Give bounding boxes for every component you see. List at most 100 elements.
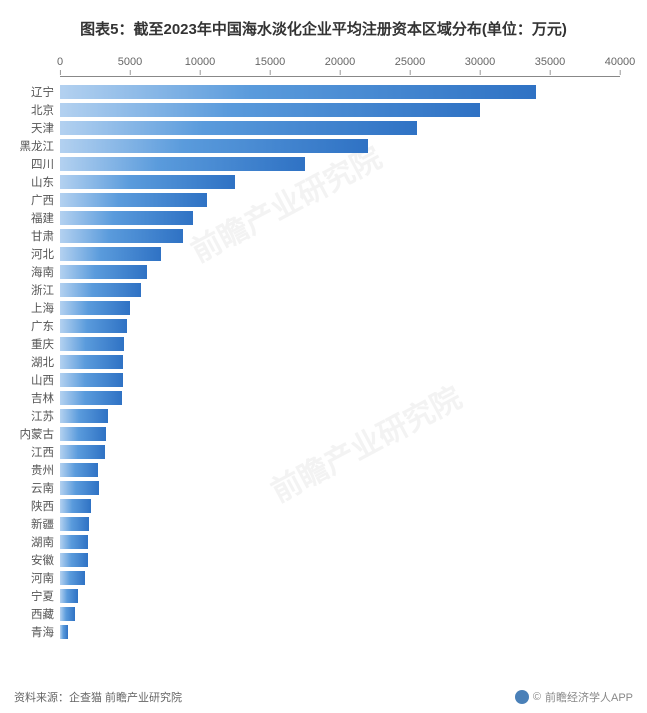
bar-row: 河南 — [60, 569, 620, 587]
x-axis-tick: 30000 — [465, 56, 496, 68]
bar — [60, 553, 88, 567]
bar — [60, 373, 123, 387]
bar — [60, 265, 147, 279]
x-axis-tick: 20000 — [325, 56, 356, 68]
bar-row: 湖北 — [60, 353, 620, 371]
category-label: 河南 — [31, 570, 54, 586]
bar — [60, 607, 75, 621]
bar-row: 四川 — [60, 155, 620, 173]
bar-row: 广西 — [60, 191, 620, 209]
source-text: 资料来源：企查猫 前瞻产业研究院 — [14, 689, 182, 705]
category-label: 四川 — [31, 156, 54, 172]
category-label: 吉林 — [31, 390, 54, 406]
bar-row: 安徽 — [60, 551, 620, 569]
bar — [60, 337, 124, 351]
category-label: 陕西 — [31, 498, 54, 514]
category-label: 浙江 — [31, 282, 54, 298]
bar — [60, 247, 161, 261]
bar — [60, 463, 98, 477]
category-label: 江苏 — [31, 408, 54, 424]
bar — [60, 391, 122, 405]
bar-row: 江苏 — [60, 407, 620, 425]
bar — [60, 157, 305, 171]
bar-row: 贵州 — [60, 461, 620, 479]
chart-title: 图表5：截至2023年中国海水淡化企业平均注册资本区域分布(单位：万元) — [0, 0, 647, 49]
bar-row: 山西 — [60, 371, 620, 389]
bar — [60, 427, 106, 441]
category-label: 贵州 — [31, 462, 54, 478]
x-axis-tick: 10000 — [185, 56, 216, 68]
bar — [60, 625, 68, 639]
bar — [60, 193, 207, 207]
category-label: 广东 — [31, 318, 54, 334]
bar — [60, 319, 127, 333]
category-label: 甘肃 — [31, 228, 54, 244]
category-label: 山西 — [31, 372, 54, 388]
bar-row: 辽宁 — [60, 83, 620, 101]
bar-row: 甘肃 — [60, 227, 620, 245]
copyright-text: ©前瞻经济学人APP — [515, 689, 633, 705]
bar-row: 河北 — [60, 245, 620, 263]
category-label: 广西 — [31, 192, 54, 208]
bar — [60, 409, 108, 423]
bar-row: 福建 — [60, 209, 620, 227]
bar — [60, 571, 85, 585]
bar-row: 黑龙江 — [60, 137, 620, 155]
x-axis-tick: 15000 — [255, 56, 286, 68]
category-label: 内蒙古 — [20, 426, 55, 442]
chart-footer: 资料来源：企查猫 前瞻产业研究院 ©前瞻经济学人APP — [14, 689, 633, 705]
bar-row: 北京 — [60, 101, 620, 119]
bar-row: 上海 — [60, 299, 620, 317]
bar-row: 新疆 — [60, 515, 620, 533]
category-label: 黑龙江 — [20, 138, 55, 154]
category-label: 西藏 — [31, 606, 54, 622]
bar — [60, 139, 368, 153]
category-label: 重庆 — [31, 336, 54, 352]
bar-row: 广东 — [60, 317, 620, 335]
bar-row: 内蒙古 — [60, 425, 620, 443]
bar — [60, 175, 235, 189]
category-label: 安徽 — [31, 552, 54, 568]
category-label: 江西 — [31, 444, 54, 460]
chart-plot-area: 辽宁北京天津黑龙江四川山东广西福建甘肃河北海南浙江上海广东重庆湖北山西吉林江苏内… — [60, 76, 620, 668]
bar-row: 宁夏 — [60, 587, 620, 605]
bar — [60, 121, 417, 135]
x-axis-tick: 40000 — [605, 56, 636, 68]
bar — [60, 229, 183, 243]
bar-row: 云南 — [60, 479, 620, 497]
x-axis-ticks: 0500010000150002000025000300003500040000 — [60, 56, 620, 70]
bar-row: 湖南 — [60, 533, 620, 551]
bar-row: 陕西 — [60, 497, 620, 515]
category-label: 新疆 — [31, 516, 54, 532]
logo-icon — [515, 690, 529, 704]
category-label: 湖北 — [31, 354, 54, 370]
bar-row: 吉林 — [60, 389, 620, 407]
bar — [60, 517, 89, 531]
x-axis-tick: 0 — [57, 56, 63, 68]
category-label: 天津 — [31, 120, 54, 136]
bar — [60, 103, 480, 117]
x-axis-tick: 25000 — [395, 56, 426, 68]
bar — [60, 481, 99, 495]
category-label: 河北 — [31, 246, 54, 262]
bar-row: 海南 — [60, 263, 620, 281]
category-label: 宁夏 — [31, 588, 54, 604]
bar-row: 浙江 — [60, 281, 620, 299]
category-label: 海南 — [31, 264, 54, 280]
category-label: 青海 — [31, 624, 54, 640]
bar — [60, 355, 123, 369]
bar-row: 江西 — [60, 443, 620, 461]
bar-row: 西藏 — [60, 605, 620, 623]
bar-row: 青海 — [60, 623, 620, 641]
bar — [60, 499, 91, 513]
x-axis-tick: 35000 — [535, 56, 566, 68]
bar — [60, 301, 130, 315]
bar — [60, 445, 105, 459]
bar — [60, 211, 193, 225]
bar-row: 天津 — [60, 119, 620, 137]
bar-row: 重庆 — [60, 335, 620, 353]
bar — [60, 283, 141, 297]
category-label: 云南 — [31, 480, 54, 496]
category-label: 辽宁 — [31, 84, 54, 100]
x-axis-tick: 5000 — [118, 56, 142, 68]
